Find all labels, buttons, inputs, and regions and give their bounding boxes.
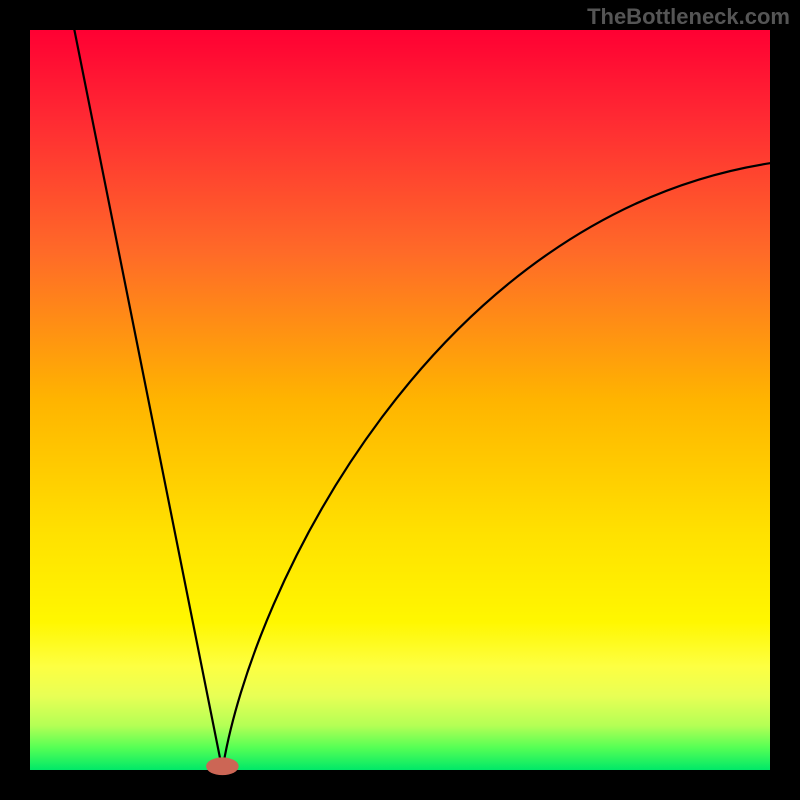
watermark-text: TheBottleneck.com bbox=[587, 4, 790, 30]
plot-background bbox=[30, 30, 770, 770]
bottleneck-chart bbox=[0, 0, 800, 800]
chart-container: TheBottleneck.com bbox=[0, 0, 800, 800]
vertex-marker bbox=[206, 757, 239, 775]
